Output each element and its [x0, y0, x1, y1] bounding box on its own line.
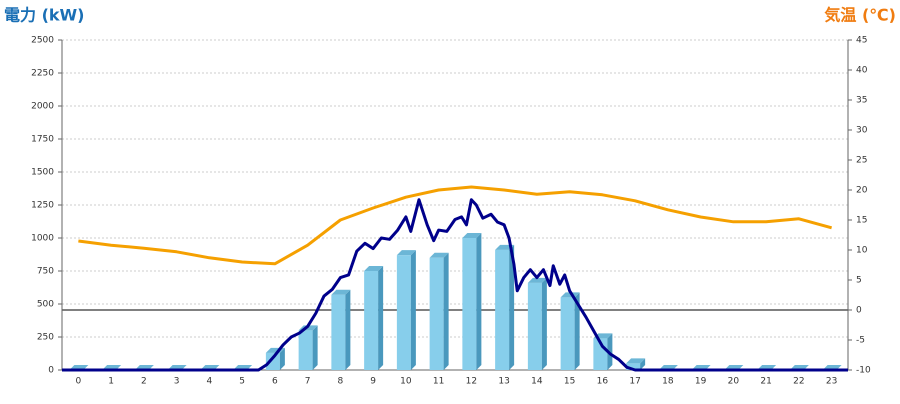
bar-side [541, 277, 547, 370]
x-tick-label: 5 [239, 377, 245, 387]
y2-tick-label: 40 [856, 66, 868, 76]
x-tick-label: 16 [597, 377, 609, 387]
y2-tick-label: -10 [856, 366, 871, 376]
y-tick-label: 2500 [31, 36, 54, 46]
bar-top [429, 252, 449, 258]
y-tick-label: 1750 [31, 135, 54, 145]
bar-top [560, 292, 580, 298]
x-tick-label: 6 [272, 377, 278, 387]
line [78, 185, 833, 266]
bar [462, 238, 477, 370]
x-tick-label: 0 [76, 377, 82, 387]
x-tick-label: 23 [826, 377, 837, 387]
bar-side [509, 244, 515, 370]
bar-top [626, 358, 646, 364]
y-axis-title: 電力 (kW) [4, 6, 85, 25]
bar-side [312, 325, 318, 370]
x-tick-label: 13 [498, 377, 509, 387]
y2-axis-title: 気温 (℃) [824, 6, 896, 25]
y2-tick-label: 5 [856, 276, 862, 286]
x-tick-label: 14 [531, 377, 543, 387]
y2-tick-label: 20 [856, 186, 868, 196]
x-tick-label: 21 [760, 377, 771, 387]
x-tick-label: 11 [433, 377, 444, 387]
y-tick-label: 250 [37, 333, 54, 343]
bar [298, 330, 313, 370]
x-tick-label: 17 [629, 377, 640, 387]
bar-side [345, 289, 351, 370]
x-tick-label: 10 [400, 377, 412, 387]
bar-side [410, 250, 416, 370]
x-tick-label: 2 [141, 377, 147, 387]
x-tick-label: 15 [564, 377, 575, 387]
bar [331, 294, 346, 370]
y2-tick-label: 45 [856, 36, 867, 46]
bar [265, 352, 280, 370]
bar-top [396, 250, 416, 256]
y2-tick-label: 30 [856, 126, 868, 136]
x-tick-label: 8 [338, 377, 344, 387]
bar-top [462, 233, 482, 238]
bar-top [527, 277, 547, 283]
y-tick-label: 750 [37, 267, 54, 277]
bar [560, 297, 575, 370]
bar [429, 257, 444, 370]
bar [396, 255, 411, 370]
x-tick-label: 7 [305, 377, 311, 387]
bar-side [443, 252, 449, 370]
y-tick-label: 2250 [31, 69, 54, 79]
x-tick-label: 3 [174, 377, 180, 387]
bar-side [640, 358, 646, 370]
y2-tick-label: 15 [856, 216, 867, 226]
x-tick-label: 18 [662, 377, 674, 387]
x-tick-label: 19 [695, 377, 707, 387]
y2-tick-label: 25 [856, 156, 867, 166]
bar-top [331, 289, 351, 295]
bar-side [476, 233, 482, 370]
x-tick-label: 4 [207, 377, 213, 387]
x-tick-label: 1 [108, 377, 114, 387]
y2-tick-label: -5 [856, 336, 865, 346]
bar [626, 363, 641, 370]
bar-side [279, 347, 285, 370]
y-tick-label: 1000 [31, 234, 54, 244]
x-tick-label: 20 [728, 377, 740, 387]
line [62, 198, 848, 372]
y2-tick-label: 0 [856, 306, 862, 316]
bar [527, 282, 542, 370]
y2-tick-label: 35 [856, 96, 867, 106]
x-tick-label: 12 [466, 377, 477, 387]
y2-tick-label: 10 [856, 246, 868, 256]
y-tick-label: 0 [48, 366, 54, 376]
bar [495, 249, 510, 370]
bar-side [574, 292, 580, 370]
y-tick-label: 1250 [31, 201, 54, 211]
x-tick-label: 22 [793, 377, 804, 387]
bar [364, 271, 379, 370]
y-tick-label: 2000 [31, 102, 54, 112]
y-tick-label: 500 [37, 300, 54, 310]
y-tick-label: 1500 [31, 168, 54, 178]
bar-top [364, 266, 384, 271]
bar-side [378, 266, 384, 370]
x-tick-label: 9 [370, 377, 376, 387]
